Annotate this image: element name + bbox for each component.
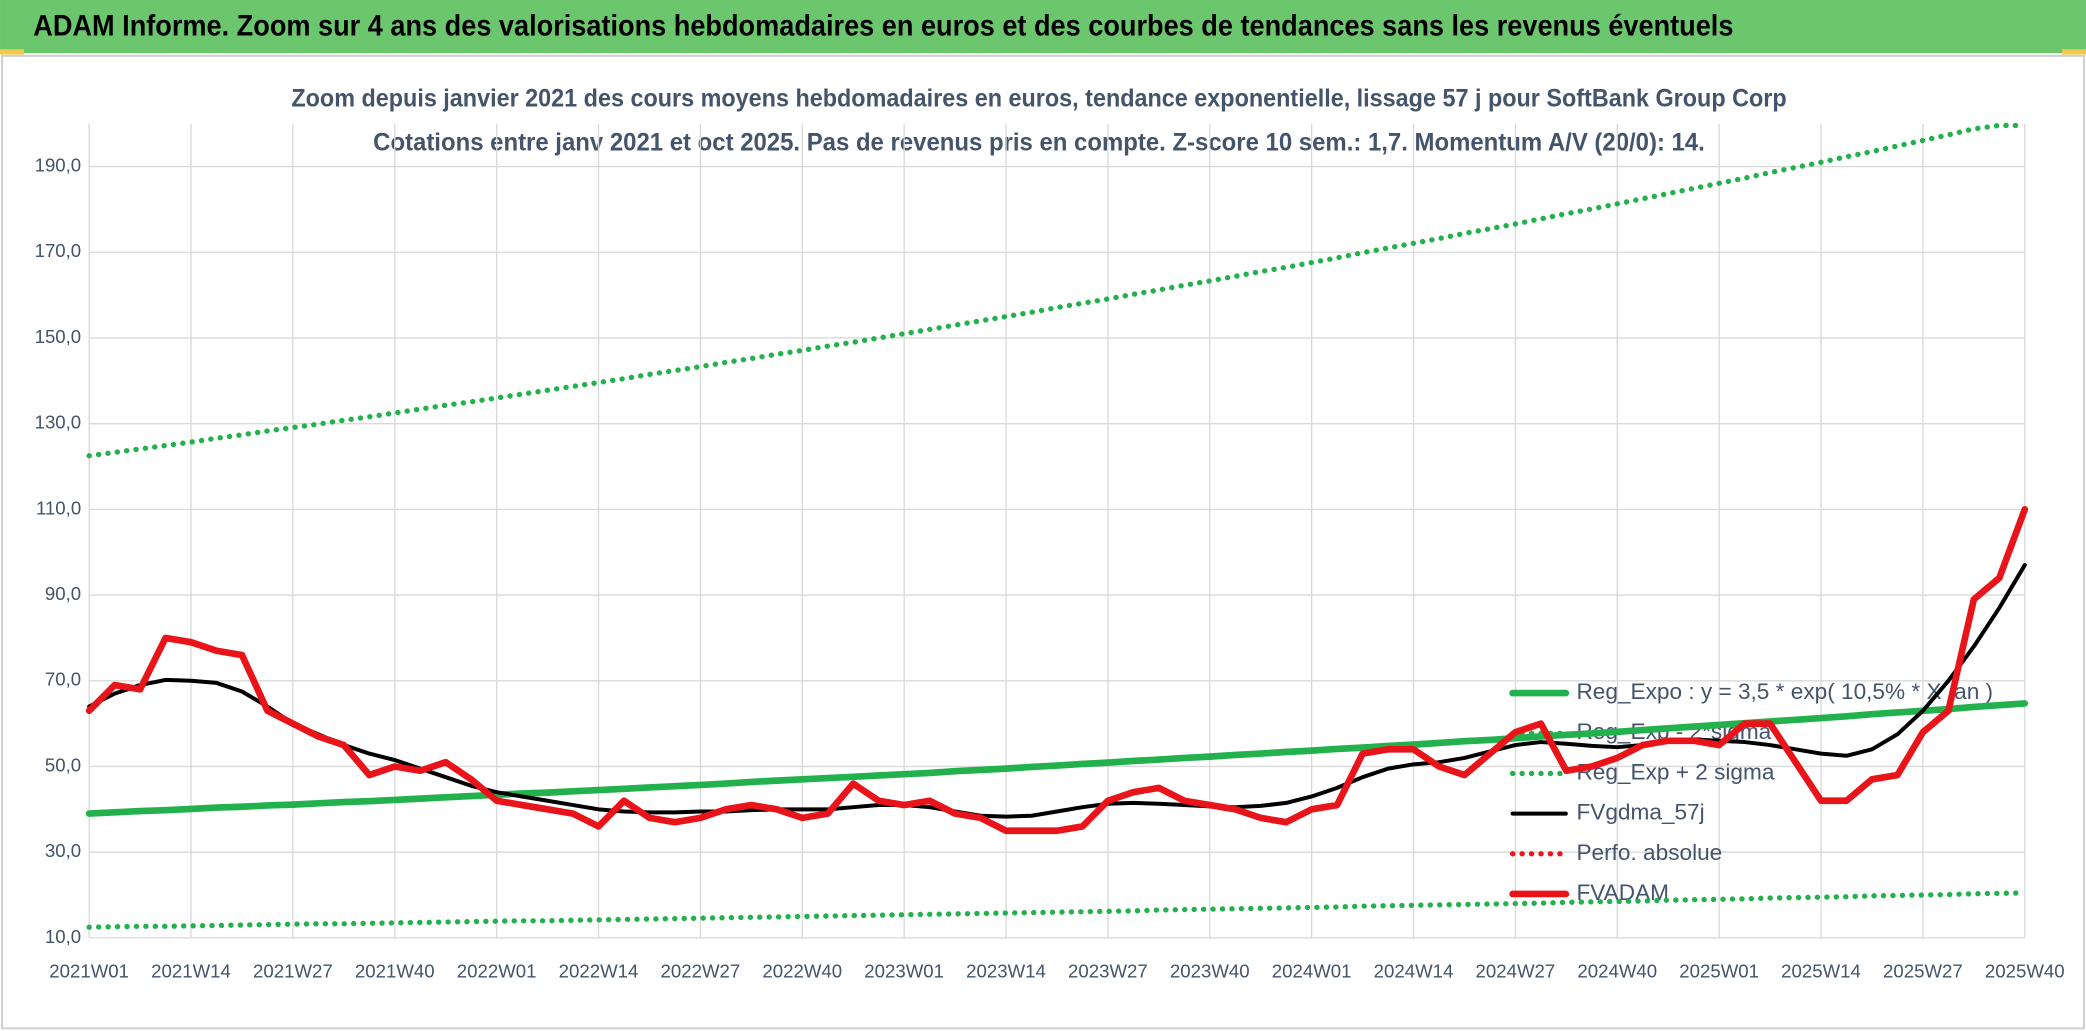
x-tick-label: 2023W01 [864, 960, 944, 981]
y-tick-label: 90,0 [45, 583, 81, 604]
x-tick-label: 2022W40 [762, 960, 842, 981]
x-tick-label: 2024W27 [1476, 960, 1556, 981]
y-tick-label: 110,0 [36, 497, 81, 518]
y-tick-label: 150,0 [35, 326, 82, 347]
y-tick-label: 70,0 [45, 669, 81, 690]
x-tick-label: 2024W01 [1272, 960, 1352, 981]
banner-corner [0, 49, 24, 55]
x-tick-label: 2023W40 [1170, 960, 1250, 981]
series-line [85, 506, 2029, 835]
legend-label: FVgdma_57j [1576, 800, 1704, 825]
x-tick-label: 2025W40 [1985, 960, 2065, 981]
x-tick-label: 2021W01 [49, 960, 129, 981]
x-tick-label: 2024W40 [1577, 960, 1657, 981]
y-tick-label: 170,0 [35, 240, 82, 261]
y-tick-label: 30,0 [45, 840, 81, 861]
banner-corner [2062, 49, 2086, 55]
x-tick-label: 2025W14 [1781, 960, 1861, 981]
x-tick-label: 2022W27 [661, 960, 741, 981]
chart-border [1, 54, 2085, 1030]
x-tick-label: 2021W40 [355, 960, 435, 981]
y-tick-label: 10,0 [45, 926, 81, 947]
x-tick-label: 2022W01 [457, 960, 537, 981]
series-line [86, 890, 2028, 930]
banner [0, 0, 2086, 54]
chart-subtitle: Zoom depuis janvier 2021 des cours moyen… [291, 84, 1786, 112]
series-line [85, 700, 2029, 817]
banner-title: ADAM Informe. Zoom sur 4 ans des valoris… [33, 11, 1733, 43]
x-tick-label: 2024W14 [1374, 960, 1454, 981]
x-tick-label: 2021W14 [151, 960, 231, 981]
x-tick-label: 2025W01 [1679, 960, 1759, 981]
y-tick-label: 130,0 [35, 412, 82, 433]
y-tick-label: 190,0 [35, 154, 82, 175]
x-tick-label: 2022W14 [559, 960, 639, 981]
series-line [86, 122, 2028, 459]
x-tick-label: 2025W27 [1883, 960, 1963, 981]
x-tick-label: 2023W27 [1068, 960, 1148, 981]
x-tick-label: 2021W27 [253, 960, 333, 981]
y-tick-label: 50,0 [45, 754, 81, 775]
legend-label: Reg_Expo : y = 3,5 * exp( 10,5% * X /an … [1576, 679, 1993, 704]
legend-label: Perfo. absolue [1576, 840, 1722, 865]
chart-subtitle: Cotations entre janv 2021 et oct 2025. P… [373, 128, 1705, 156]
x-tick-label: 2023W14 [966, 960, 1046, 981]
